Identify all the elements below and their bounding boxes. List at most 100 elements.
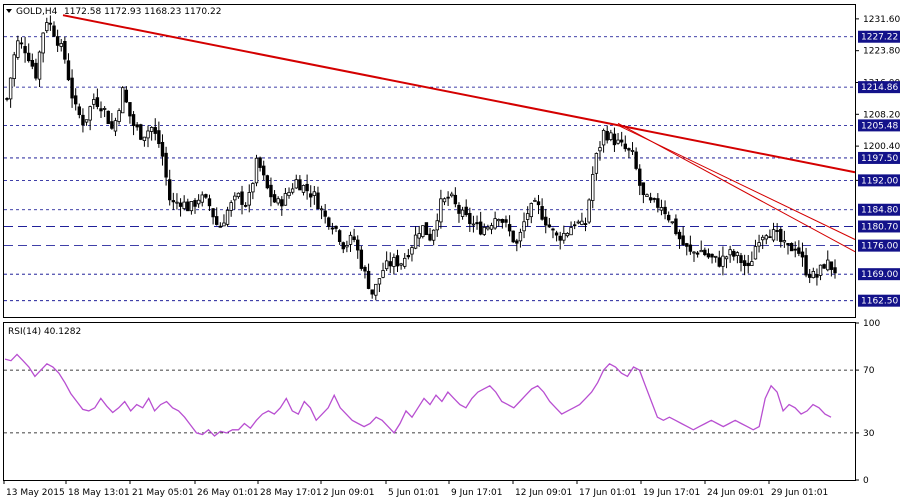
- candle: [439, 189, 443, 229]
- candle: [164, 146, 168, 186]
- rsi-pane[interactable]: [3, 322, 856, 481]
- candle: [280, 196, 284, 216]
- candle: [222, 214, 226, 227]
- candle: [497, 218, 501, 227]
- candle: [171, 192, 176, 210]
- level-label-box: [858, 239, 900, 252]
- y-tick-label: 1231.60: [863, 15, 900, 25]
- x-tick-label: 9 Jun 17:01: [451, 488, 502, 498]
- rsi-line: [4, 353, 832, 437]
- candle: [540, 198, 544, 221]
- candle: [818, 264, 823, 281]
- candle: [457, 202, 461, 223]
- level-label: 1227.22: [861, 33, 898, 43]
- candle: [8, 77, 13, 108]
- candle: [478, 211, 483, 236]
- candle: [431, 229, 436, 246]
- candle: [305, 174, 309, 200]
- candle: [352, 228, 356, 243]
- candle: [565, 232, 570, 238]
- level-label: 1180.70: [861, 222, 898, 232]
- candle: [710, 253, 714, 264]
- candle: [782, 230, 787, 248]
- candle: [59, 39, 63, 52]
- trendline-channel-upper[interactable]: [617, 124, 856, 240]
- trendline-major[interactable]: [62, 14, 856, 174]
- candle: [113, 117, 118, 137]
- candle: [591, 166, 595, 209]
- candle: [421, 225, 425, 239]
- candle: [110, 113, 114, 130]
- candle: [290, 183, 295, 195]
- x-tick-label: 18 May 13:01: [68, 488, 130, 498]
- x-tick-label: 13 May 2015: [6, 488, 65, 498]
- candle: [688, 235, 693, 255]
- candle: [681, 226, 685, 246]
- candle: [446, 191, 450, 206]
- rsi-tick-label: 0: [863, 476, 869, 486]
- candle: [55, 29, 60, 52]
- candle: [500, 218, 505, 229]
- candle: [30, 53, 35, 70]
- candle: [388, 252, 392, 273]
- candle: [363, 265, 367, 279]
- candle: [160, 134, 165, 166]
- rsi-axis: 100 70 30 0: [855, 319, 880, 486]
- candle: [34, 58, 38, 81]
- candle: [674, 214, 678, 236]
- main-pane[interactable]: [3, 4, 856, 318]
- candle: [175, 193, 179, 210]
- candle: [659, 199, 664, 216]
- candle: [366, 263, 371, 290]
- candle: [153, 118, 157, 141]
- candle: [81, 108, 85, 133]
- level-label-box: [858, 220, 900, 233]
- rsi-tick-label: 70: [863, 366, 875, 376]
- symbol-dropdown-icon[interactable]: [6, 9, 12, 13]
- candle: [265, 174, 270, 190]
- candle: [594, 152, 599, 181]
- candle: [728, 245, 732, 263]
- candle: [211, 208, 215, 225]
- candle: [746, 255, 750, 274]
- candle: [345, 240, 349, 253]
- candle: [811, 267, 816, 279]
- candle: [236, 192, 241, 199]
- trendlines: [62, 14, 856, 253]
- candle: [121, 85, 125, 114]
- candle: [609, 129, 613, 142]
- candle: [471, 215, 476, 233]
- price-level-lines: [4, 36, 855, 302]
- candle: [580, 212, 584, 226]
- candle: [359, 245, 364, 271]
- candle: [410, 245, 414, 262]
- candle: [218, 222, 223, 228]
- candle: [666, 211, 671, 223]
- candle: [797, 240, 801, 257]
- x-tick-label: 28 May 17:01: [260, 488, 322, 498]
- candle: [131, 111, 136, 136]
- candle: [381, 262, 385, 279]
- x-tick-label: 21 May 05:01: [132, 488, 194, 498]
- candle: [605, 125, 609, 144]
- candle: [330, 222, 335, 235]
- candle: [337, 229, 342, 245]
- candle: [12, 51, 16, 87]
- x-tick-label: 26 May 01:01: [197, 488, 259, 498]
- candle: [52, 21, 56, 37]
- candle: [652, 197, 656, 203]
- candle: [204, 193, 208, 199]
- candle: [225, 206, 230, 227]
- candle: [243, 202, 248, 208]
- candle: [829, 261, 834, 277]
- candle: [486, 224, 490, 231]
- rsi-label: RSI(14) 40.1282: [8, 327, 81, 337]
- candle: [95, 88, 100, 110]
- candle: [106, 110, 110, 125]
- candle: [435, 213, 439, 237]
- candle: [536, 194, 541, 215]
- x-tick-label: 24 Jun 09:01: [707, 488, 764, 498]
- candle: [515, 238, 519, 252]
- candle: [793, 241, 797, 258]
